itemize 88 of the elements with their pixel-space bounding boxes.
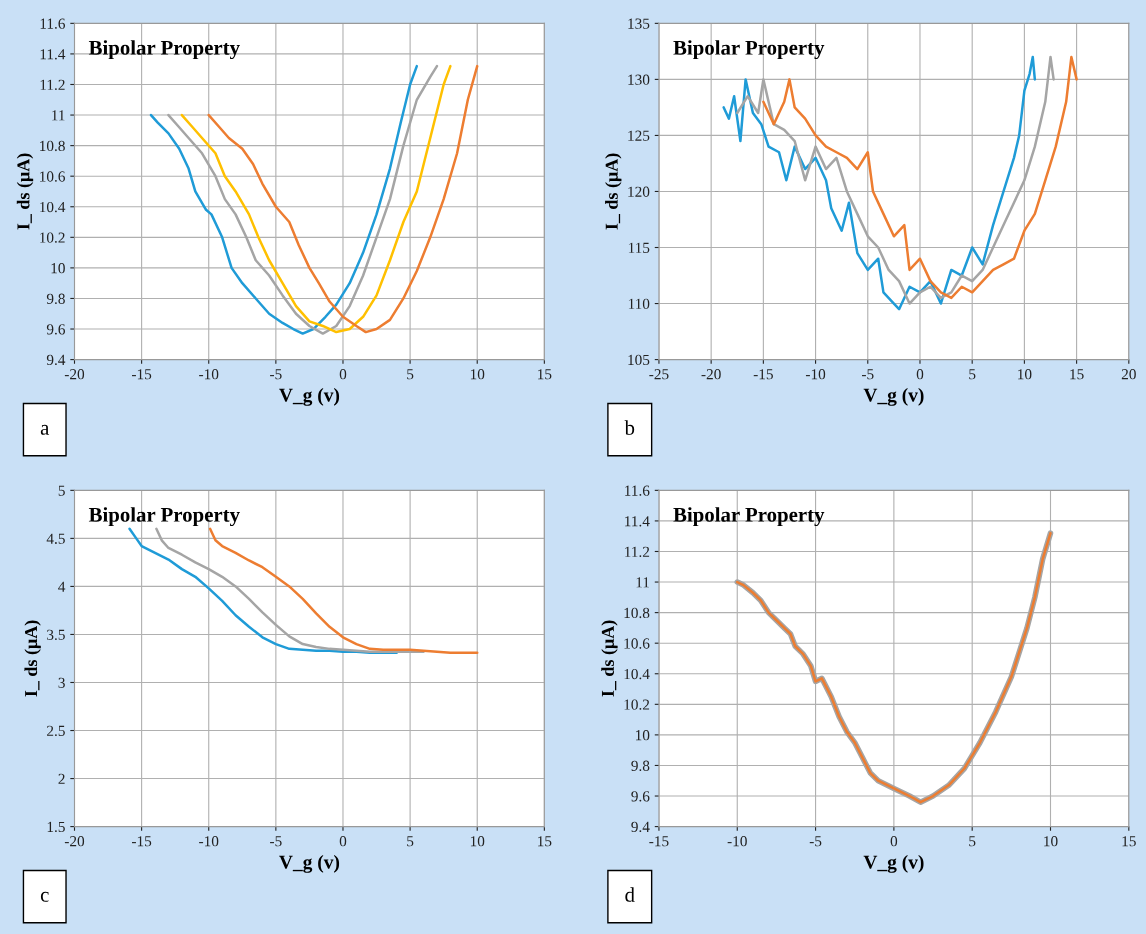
y-tick-label: 125 bbox=[628, 130, 650, 141]
y-tick-label: 11 bbox=[636, 577, 650, 588]
x-tick-label: -20 bbox=[64, 369, 85, 380]
y-tick-label: 10.8 bbox=[624, 607, 650, 619]
y-tick-label: 1.5 bbox=[47, 821, 65, 833]
x-tick-label: 0 bbox=[916, 369, 924, 380]
y-tick-label: 3 bbox=[58, 677, 65, 688]
y-axis-title: I_ ds (μA) bbox=[601, 620, 618, 697]
y-tick-label: 3.5 bbox=[47, 629, 65, 640]
text: Bipolar Property bbox=[673, 40, 825, 60]
x-tick-label: 5 bbox=[969, 836, 976, 847]
y-tick-label: 130 bbox=[628, 74, 650, 85]
x-tick-label: 15 bbox=[1070, 369, 1084, 380]
y-tick-label: 10.8 bbox=[40, 140, 65, 152]
x-tick-label: -15 bbox=[649, 836, 669, 847]
text: c bbox=[40, 891, 49, 902]
y-tick-label: 11.6 bbox=[40, 18, 66, 29]
x-tick-label: -5 bbox=[809, 836, 822, 847]
x-tick-label: -10 bbox=[199, 369, 219, 380]
y-tick-label: 10 bbox=[51, 263, 65, 274]
y-tick-label: 10.6 bbox=[40, 171, 66, 182]
x-tick-label: -15 bbox=[132, 369, 152, 380]
y-tick-label: 11 bbox=[52, 110, 65, 121]
y-tick-label: 9.8 bbox=[46, 293, 65, 304]
text: Bipolar Property bbox=[88, 507, 240, 527]
x-tick-label: -15 bbox=[753, 369, 773, 380]
x-tick-label: -20 bbox=[701, 369, 721, 380]
x-tick-label: 5 bbox=[969, 369, 976, 380]
y-tick-label: 11.4 bbox=[40, 49, 66, 60]
y-tick-label: 110 bbox=[628, 298, 650, 309]
x-tick-label: 10 bbox=[470, 369, 485, 380]
y-tick-label: 105 bbox=[628, 354, 650, 366]
y-tick-label: 9.4 bbox=[46, 354, 66, 366]
y-tick-label: 11.6 bbox=[625, 485, 650, 496]
x-tick-label: -5 bbox=[270, 369, 282, 380]
y-tick-label: 10.4 bbox=[624, 668, 650, 680]
y-tick-label: 11.2 bbox=[40, 79, 65, 90]
x-tick-label: 15 bbox=[538, 836, 552, 847]
x-tick-label: -5 bbox=[861, 369, 874, 380]
y-tick-label: 10.4 bbox=[40, 201, 66, 213]
y-tick-label: 10 bbox=[635, 730, 650, 741]
y-tick-label: 9.6 bbox=[46, 324, 66, 335]
x-tick-label: 5 bbox=[407, 369, 414, 380]
y-tick-label: 9.8 bbox=[631, 760, 650, 771]
y-tick-label: 11.4 bbox=[625, 516, 650, 527]
y-axis-title: I_ ds (μA) bbox=[605, 153, 622, 230]
x-tick-label: 0 bbox=[339, 369, 347, 380]
y-tick-label: 9.6 bbox=[631, 791, 650, 802]
x-axis-title: V_g (v) bbox=[279, 388, 340, 406]
y-tick-label: 115 bbox=[628, 242, 650, 253]
text: Bipolar Property bbox=[673, 507, 825, 527]
x-tick-label: 10 bbox=[1018, 369, 1032, 380]
y-tick-label: 11.2 bbox=[625, 546, 650, 557]
x-axis-title: V_g (v) bbox=[279, 855, 340, 873]
y-tick-label: 4 bbox=[58, 581, 66, 592]
x-tick-label: 10 bbox=[470, 836, 485, 847]
x-tick-label: 15 bbox=[538, 369, 552, 380]
x-tick-label: 0 bbox=[890, 836, 898, 847]
x-tick-label: 5 bbox=[407, 836, 414, 847]
y-tick-label: 10.2 bbox=[624, 699, 650, 710]
text: Bipolar Property bbox=[88, 40, 240, 60]
y-tick-label: 135 bbox=[628, 18, 650, 29]
y-axis-title: I_ ds (μA) bbox=[24, 620, 41, 697]
x-tick-label: -15 bbox=[132, 836, 152, 847]
y-tick-label: 10.2 bbox=[40, 232, 65, 243]
y-tick-label: 2 bbox=[58, 773, 65, 784]
x-tick-label: -10 bbox=[199, 836, 219, 847]
text: d bbox=[625, 887, 635, 902]
y-tick-label: 120 bbox=[628, 186, 650, 197]
text: a bbox=[40, 424, 50, 435]
x-tick-label: 20 bbox=[1121, 369, 1136, 380]
x-tick-label: -20 bbox=[64, 836, 85, 847]
y-axis-title: I_ ds (μA) bbox=[16, 153, 34, 230]
x-tick-label: 10 bbox=[1044, 836, 1058, 847]
y-tick-label: 5 bbox=[58, 485, 65, 496]
x-tick-label: -5 bbox=[270, 836, 282, 847]
x-tick-label: 0 bbox=[339, 836, 347, 847]
y-tick-label: 9.4 bbox=[631, 821, 650, 833]
x-axis-title: V_g (v) bbox=[863, 855, 924, 873]
x-tick-label: -25 bbox=[649, 369, 669, 380]
x-tick-label: 15 bbox=[1122, 836, 1136, 847]
x-tick-label: -10 bbox=[805, 369, 826, 380]
x-axis-title: V_g (v) bbox=[863, 388, 924, 406]
y-tick-label: 10.6 bbox=[624, 638, 650, 649]
y-tick-label: 2.5 bbox=[47, 725, 65, 737]
text: b bbox=[624, 420, 635, 435]
x-tick-label: -10 bbox=[727, 836, 747, 847]
y-tick-label: 4.5 bbox=[46, 533, 65, 544]
